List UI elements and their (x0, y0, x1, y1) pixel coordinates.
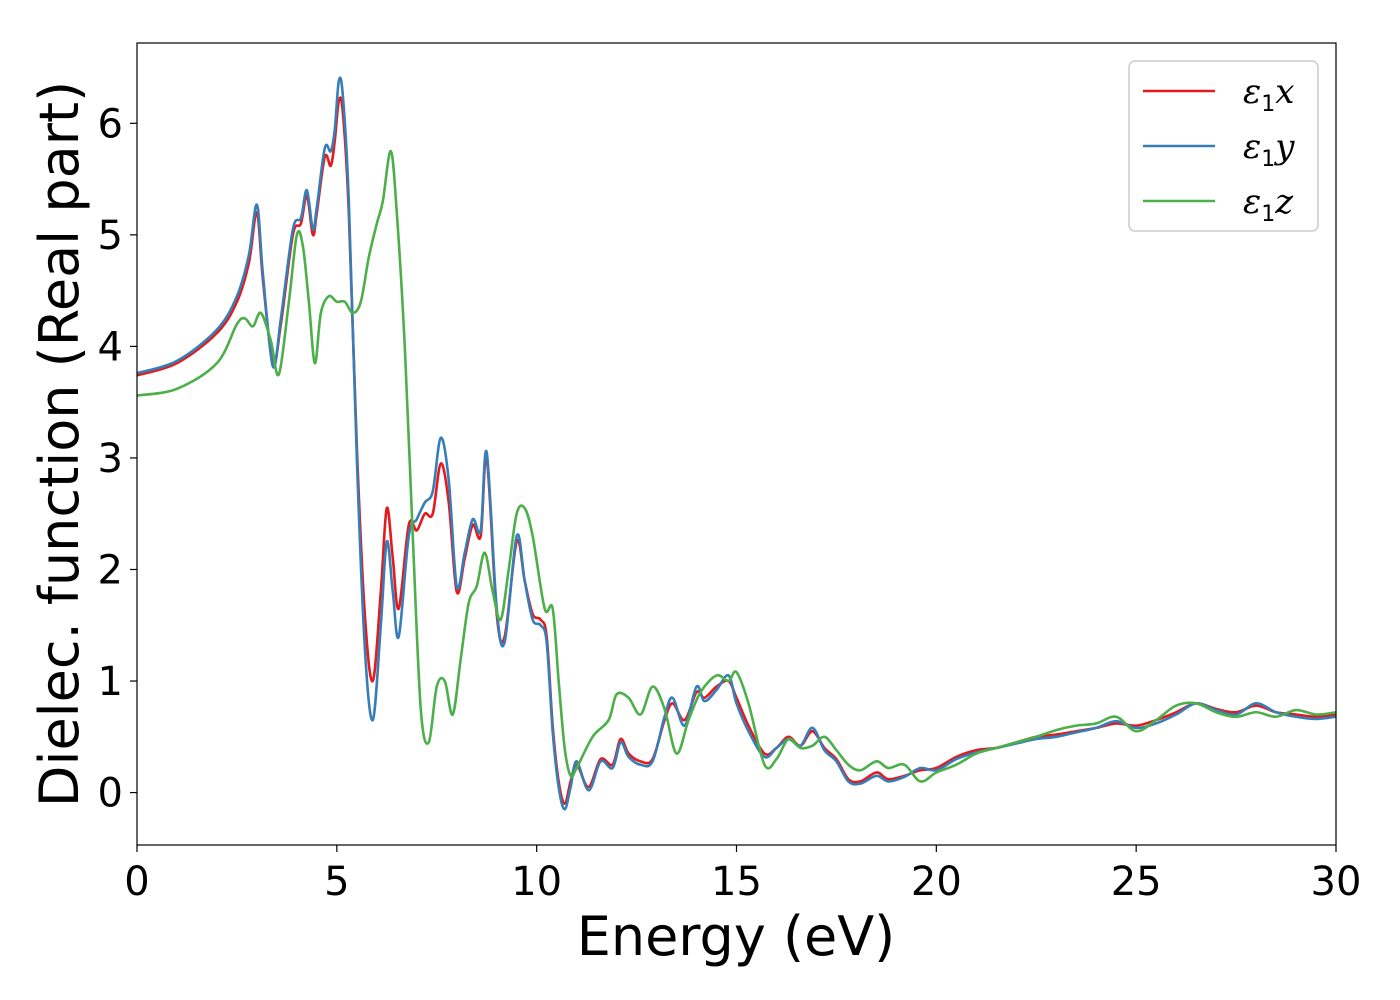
x-axis-title: Energy (eV) (577, 905, 896, 968)
y-tick-label: 5 (98, 213, 123, 259)
y-axis: 0 1 2 3 4 5 6 (98, 101, 137, 817)
y-tick-label: 3 (98, 436, 123, 482)
x-tick-label: 5 (324, 859, 349, 905)
x-axis: 0 5 10 15 20 25 30 (124, 845, 1361, 905)
legend-label-x: ε1x (1243, 72, 1294, 117)
y-tick-label: 1 (98, 659, 123, 705)
legend-box (1128, 60, 1319, 232)
x-tick-label: 20 (911, 859, 962, 905)
legend: ε1x ε1y ε1z (1128, 60, 1319, 232)
x-tick-label: 25 (1111, 859, 1162, 905)
series-line-z (137, 149, 1336, 783)
legend-label-y: ε1y (1243, 127, 1295, 172)
y-tick-label: 6 (98, 101, 123, 147)
x-tick-label: 10 (511, 859, 562, 905)
y-tick-label: 4 (98, 324, 123, 370)
series-layer (137, 76, 1336, 811)
y-tick-label: 2 (98, 547, 123, 593)
x-tick-label: 15 (711, 859, 762, 905)
x-tick-label: 30 (1311, 859, 1362, 905)
legend-label-z: ε1z (1243, 182, 1294, 227)
y-axis-title: Dielec. function (Real part) (28, 81, 91, 807)
x-tick-label: 0 (124, 859, 149, 905)
legend-items: ε1x ε1y ε1z (1143, 72, 1295, 227)
y-tick-label: 0 (98, 771, 123, 817)
